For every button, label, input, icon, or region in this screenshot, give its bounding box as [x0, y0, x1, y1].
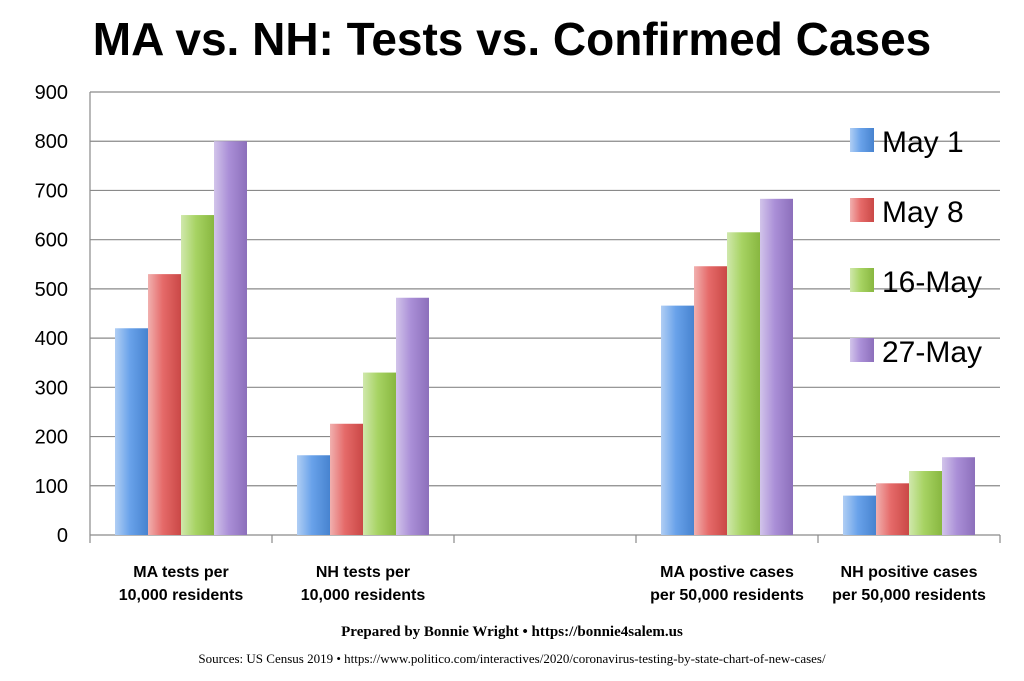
y-tick-label: 800 — [35, 131, 68, 153]
y-tick-label: 400 — [35, 328, 68, 350]
bar-may-1-4 — [843, 495, 876, 535]
x-category-label: per 50,000 residents — [832, 587, 986, 604]
x-category-label: MA postive cases — [660, 564, 794, 581]
sources-credit: Sources: US Census 2019 • https://www.po… — [198, 651, 826, 666]
legend-label-16-may: 16-May — [882, 266, 982, 299]
y-tick-label: 700 — [35, 180, 68, 202]
bar-27-may-0 — [214, 141, 247, 535]
bar-may-8-4 — [876, 483, 909, 535]
x-category-label: 10,000 residents — [119, 587, 244, 604]
legend-swatch-27-may — [850, 338, 874, 362]
y-tick-label: 300 — [35, 377, 68, 399]
legend-swatch-16-may — [850, 268, 874, 292]
bar-may-8-1 — [330, 423, 363, 535]
y-tick-label: 0 — [57, 525, 68, 547]
bar-may-8-3 — [694, 266, 727, 535]
legend-label-may-8: May 8 — [882, 196, 964, 229]
legend-swatch-may-1 — [850, 128, 874, 152]
x-category-label: NH positive cases — [841, 564, 978, 581]
bar-may-1-3 — [661, 305, 694, 535]
x-category-label: NH tests per — [316, 564, 410, 581]
y-tick-label: 500 — [35, 279, 68, 301]
bar-16-may-1 — [363, 372, 396, 535]
prepared-by-credit: Prepared by Bonnie Wright • https://bonn… — [341, 624, 683, 640]
bar-may-8-0 — [148, 274, 181, 535]
chart-title: MA vs. NH: Tests vs. Confirmed Cases — [92, 13, 932, 65]
bar-27-may-1 — [396, 297, 429, 535]
y-tick-label: 100 — [35, 476, 68, 498]
bar-27-may-3 — [760, 198, 793, 535]
y-tick-label: 200 — [35, 427, 68, 449]
legend-swatch-may-8 — [850, 198, 874, 222]
bar-may-1-1 — [297, 455, 330, 535]
y-tick-label: 900 — [35, 82, 68, 104]
bar-may-1-0 — [115, 328, 148, 535]
y-tick-label: 600 — [35, 230, 68, 252]
x-category-label: 10,000 residents — [301, 587, 426, 604]
x-category-label: MA tests per — [133, 564, 228, 581]
bar-16-may-4 — [909, 471, 942, 535]
x-category-label: per 50,000 residents — [650, 587, 804, 604]
bar-16-may-3 — [727, 232, 760, 536]
legend-label-27-may: 27-May — [882, 336, 982, 369]
bar-27-may-4 — [942, 457, 975, 535]
legend-label-may-1: May 1 — [882, 126, 964, 159]
bar-16-may-0 — [181, 215, 214, 536]
